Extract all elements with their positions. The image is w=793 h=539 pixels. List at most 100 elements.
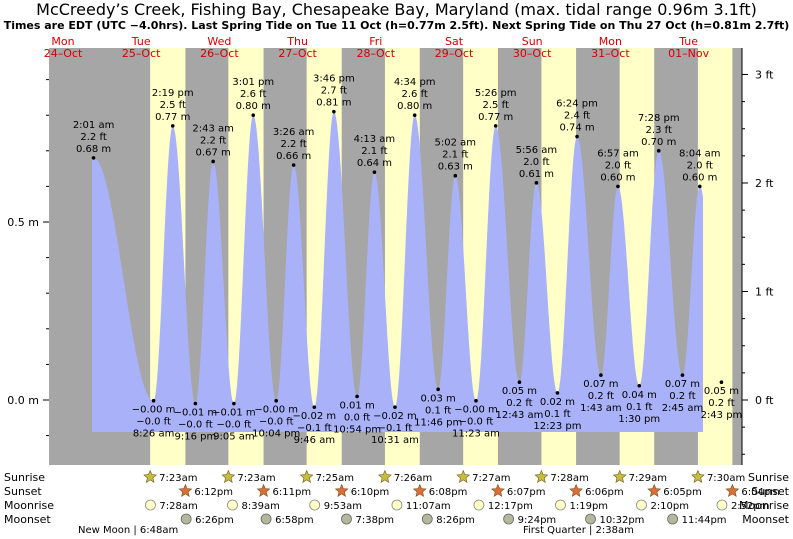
high-tide-time: 6:57 am — [597, 148, 639, 159]
high-tide-metres: 0.77 m — [155, 112, 190, 123]
sunrise-row-label-left: Sunrise — [4, 471, 45, 484]
high-tide-time: 3:01 pm — [232, 77, 274, 88]
low-tide-feet: −0.0 ft — [217, 420, 252, 431]
tide-point — [251, 113, 256, 117]
tide-point — [332, 109, 336, 114]
high-tide-feet: 2.5 ft — [160, 100, 186, 111]
high-tide-time: 4:34 pm — [394, 77, 436, 88]
tide-point — [151, 398, 156, 403]
sunrise-time: 7:29am — [629, 473, 667, 484]
low-tide-time: 10:31 am — [371, 435, 419, 446]
tide-area — [92, 111, 703, 432]
day-date-label: 27–Oct — [278, 47, 317, 60]
high-tide-feet: 2.2 ft — [281, 139, 307, 150]
high-tide-metres: 0.68 m — [76, 144, 111, 155]
low-tide-feet: 0.1 ft — [544, 409, 570, 420]
moon-phase-label: First Quarter | 2:38am — [523, 525, 634, 536]
high-tide-metres: 0.60 m — [682, 172, 717, 183]
day-name-label: Sat — [445, 35, 464, 48]
moonrise-icon — [309, 499, 321, 511]
moonrise-icon — [555, 499, 566, 511]
tide-labels: 2:01 am2.2 ft0.68 m−0.00 m−0.0 ft8:26 am… — [73, 74, 743, 446]
day-date-label: 31–Oct — [591, 47, 630, 60]
low-tide-feet: 0.0 ft — [344, 412, 370, 423]
sunrise-time: 7:23am — [159, 473, 197, 484]
sunset-icon — [178, 483, 193, 497]
sunrise-icon — [299, 469, 314, 483]
day-name-label: Tue — [131, 35, 151, 48]
low-tide-feet: −0.0 ft — [178, 420, 213, 431]
moonset-icon — [503, 513, 515, 525]
day-name-label: Tue — [678, 35, 698, 48]
low-tide-metres: −0.01 m — [212, 408, 256, 419]
low-tide-metres: 0.05 m — [502, 386, 537, 397]
moonset-icon — [180, 513, 192, 525]
y-tick-label-m: 0.5 m — [7, 216, 39, 229]
high-tide-metres: 0.81 m — [316, 98, 351, 109]
high-tide-time: 3:26 am — [273, 127, 315, 138]
moonset-time: 6:26pm — [195, 515, 234, 526]
moonset-row-label-left: Moonset — [4, 513, 51, 526]
tide-point — [91, 156, 96, 160]
sunrise-time: 7:30am — [707, 473, 745, 484]
high-tide-time: 3:46 pm — [313, 74, 355, 85]
tide-point — [170, 124, 175, 128]
sunrise-time: 7:25am — [316, 473, 354, 484]
moonset-icon — [421, 513, 433, 525]
moonrise-time: 7:28am — [159, 501, 197, 512]
sunset-icon — [256, 483, 271, 497]
sunset-row-label-left: Sunset — [4, 485, 42, 498]
sunset-time: 6:07pm — [507, 487, 546, 498]
tide-point — [534, 181, 539, 185]
moonrise-time: 12:17pm — [488, 501, 533, 512]
high-tide-feet: 2.0 ft — [523, 157, 549, 168]
tide-point — [719, 380, 724, 385]
sunrise-time: 7:28am — [550, 473, 588, 484]
tide-point — [372, 170, 377, 174]
low-tide-time: 9:05 am — [213, 432, 255, 443]
high-tide-feet: 2.3 ft — [646, 125, 672, 136]
sunset-icon — [725, 483, 740, 497]
day-name-label: Fri — [369, 35, 382, 48]
low-tide-feet: 0.2 ft — [669, 391, 695, 402]
low-tide-metres: −0.00 m — [254, 405, 298, 416]
tide-point — [697, 184, 702, 189]
moonset-icon — [667, 513, 679, 525]
sunset-icon — [490, 483, 505, 497]
low-tide-metres: 0.01 m — [340, 400, 375, 411]
low-tide-feet: 0.1 ft — [626, 402, 652, 413]
low-tide-time: 11:46 pm — [414, 417, 462, 428]
sunset-time: 6:10pm — [351, 487, 390, 498]
low-tide-feet: 0.2 ft — [506, 398, 532, 409]
low-tide-metres: −0.00 m — [132, 405, 176, 416]
moon-phase-label: New Moon | 6:48am — [78, 525, 178, 536]
low-tide-time: 12:23 pm — [533, 421, 581, 432]
y-tick-label-ft: 1 ft — [755, 285, 774, 298]
tide-point — [274, 398, 279, 403]
moonrise-time: 9:53am — [324, 501, 362, 512]
low-tide-metres: 0.02 m — [540, 397, 575, 408]
tide-point — [412, 113, 417, 117]
low-tide-metres: −0.02 m — [373, 411, 417, 422]
y-tick-label-ft: 3 ft — [755, 68, 774, 81]
day-date-label: 26–Oct — [200, 47, 239, 60]
moonset-time: 7:38pm — [355, 515, 394, 526]
low-tide-metres: −0.02 m — [293, 411, 337, 422]
sunrise-icon — [377, 469, 392, 483]
low-tide-time: 11:23 am — [452, 429, 500, 440]
day-name-label: Mon — [51, 35, 74, 48]
moonrise-time: 8:39am — [241, 501, 279, 512]
moonset-time: 9:24pm — [518, 515, 557, 526]
sunrise-time: 7:23am — [237, 473, 275, 484]
tide-point — [355, 394, 359, 399]
sunrise-time: 7:27am — [472, 473, 510, 484]
tide-point — [555, 391, 560, 395]
sunrise-icon — [456, 469, 471, 483]
low-tide-feet: 0.1 ft — [425, 405, 451, 416]
day-date-label: 01–Nov — [668, 47, 709, 60]
low-tide-time: 1:43 am — [580, 403, 622, 414]
day-date-label: 30–Oct — [513, 47, 552, 60]
high-tide-feet: 2.2 ft — [80, 132, 106, 143]
sunrise-row-label-right: Sunrise — [748, 471, 789, 484]
